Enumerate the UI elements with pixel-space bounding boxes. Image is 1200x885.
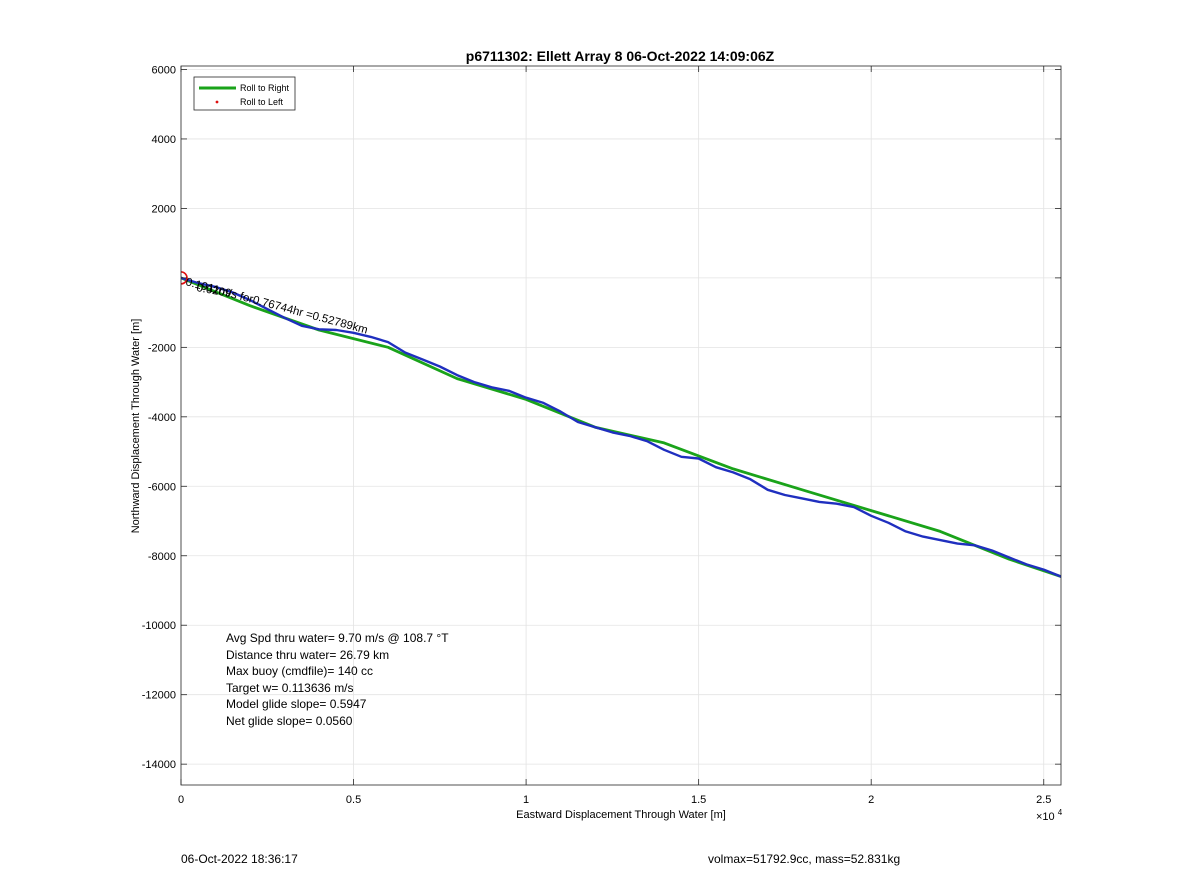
y-tick-label: 6000 xyxy=(152,64,176,76)
y-tick-label: -12000 xyxy=(142,690,176,702)
y-tick-label: -2000 xyxy=(148,342,176,354)
legend: Roll to Right Roll to Left xyxy=(193,76,296,111)
y-tick-label: 2000 xyxy=(152,203,176,215)
x-axis-exponent-power: 4 xyxy=(1058,808,1063,817)
x-tick-label: 0.5 xyxy=(346,794,361,806)
footer-vehicle-params: volmax=51792.9cc, mass=52.831kg xyxy=(708,852,901,866)
x-tick-label: 2 xyxy=(868,794,874,806)
stat-max-buoy: Max buoy (cmdfile)= 140 cc xyxy=(226,664,373,678)
legend-box xyxy=(193,76,296,111)
chart-title: p6711302: Ellett Array 8 06-Oct-2022 14:… xyxy=(466,48,775,64)
axis-ticks xyxy=(180,66,1061,785)
footer-timestamp: 06-Oct-2022 18:36:17 xyxy=(181,852,298,866)
y-tick-label: -10000 xyxy=(142,620,176,632)
stats-box: Avg Spd thru water= 9.70 m/s @ 108.7 °T … xyxy=(226,631,449,728)
stat-net-glide-slope: Net glide slope= 0.0560 xyxy=(226,714,353,728)
stat-target-w: Target w= 0.113636 m/s xyxy=(226,681,354,695)
y-axis-label: Northward Displacement Through Water [m] xyxy=(130,319,142,534)
stat-model-glide-slope: Model glide slope= 0.5947 xyxy=(226,697,367,711)
x-axis-exponent-base: ×10 xyxy=(1036,811,1055,823)
y-tick-label: -4000 xyxy=(148,412,176,424)
y-tick-label: 4000 xyxy=(152,134,176,146)
series-line-2 xyxy=(181,276,1061,578)
y-tick-label: -14000 xyxy=(142,759,176,771)
x-tick-label: 0 xyxy=(178,794,184,806)
grid-lines xyxy=(180,66,1061,785)
legend-label-roll-left: Roll to Left xyxy=(240,97,284,107)
x-tick-label: 2.5 xyxy=(1036,794,1051,806)
x-tick-label: 1 xyxy=(523,794,529,806)
legend-swatch-roll-left xyxy=(215,100,219,104)
x-tick-label: 1.5 xyxy=(691,794,706,806)
plot-frame xyxy=(180,65,1062,786)
y-tick-label: -8000 xyxy=(148,551,176,563)
plot-area-background xyxy=(181,66,1061,785)
stat-avg-speed: Avg Spd thru water= 9.70 m/s @ 108.7 °T xyxy=(226,631,449,645)
y-tick-label: -6000 xyxy=(148,481,176,493)
x-axis-exponent: ×10 4 xyxy=(1036,808,1063,823)
stat-distance: Distance thru water= 26.79 km xyxy=(226,648,389,662)
x-axis-label: Eastward Displacement Through Water [m] xyxy=(516,809,726,821)
legend-label-roll-right: Roll to Right xyxy=(240,83,290,93)
axis-tick-labels: 0 0.5 1 1.5 2 2.5 6000 4000 2000 -2000 -4000 -6000 -… xyxy=(142,64,1052,806)
